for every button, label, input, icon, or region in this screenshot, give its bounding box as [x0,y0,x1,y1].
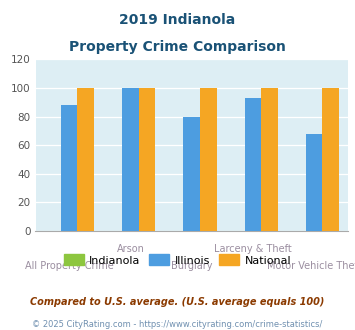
Bar [122,88,139,231]
Text: 2019 Indianola: 2019 Indianola [119,13,236,27]
Bar [184,116,200,231]
Bar [77,88,94,231]
Text: Compared to U.S. average. (U.S. average equals 100): Compared to U.S. average. (U.S. average … [30,297,325,307]
Text: All Property Crime: All Property Crime [25,261,114,271]
Bar [261,88,278,231]
Text: Burglary: Burglary [171,261,212,271]
Legend: Indianola, Illinois, National: Indianola, Illinois, National [59,250,296,270]
Bar [61,105,77,231]
Text: Motor Vehicle Theft: Motor Vehicle Theft [267,261,355,271]
Bar [306,134,322,231]
Bar [139,88,155,231]
Bar [322,88,339,231]
Bar [245,98,261,231]
Text: Arson: Arson [116,244,144,254]
Text: Larceny & Theft: Larceny & Theft [214,244,292,254]
Text: © 2025 CityRating.com - https://www.cityrating.com/crime-statistics/: © 2025 CityRating.com - https://www.city… [32,320,323,329]
Bar [200,88,217,231]
Text: Property Crime Comparison: Property Crime Comparison [69,40,286,53]
